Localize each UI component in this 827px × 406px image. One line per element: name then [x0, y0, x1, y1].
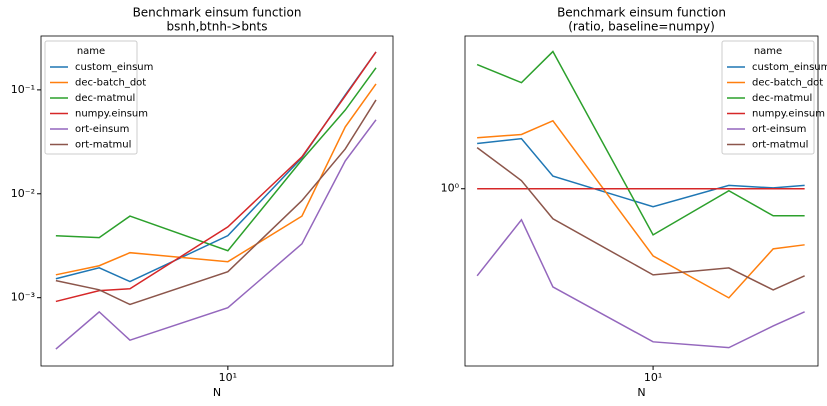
series-line	[477, 119, 805, 299]
legend-label: numpy.einsum	[75, 109, 148, 120]
legend-label: ort-matmul	[75, 140, 131, 151]
y-tick-label: 10⁻²	[11, 187, 35, 200]
x-axis-label: N	[213, 386, 221, 399]
chart-subtitle: (ratio, baseline=numpy)	[568, 20, 715, 34]
chart-title: Benchmark einsum function	[133, 6, 302, 20]
series-line	[476, 50, 805, 236]
series-line	[477, 137, 805, 208]
legend-label: numpy.einsum	[752, 109, 825, 120]
legend-title: name	[77, 46, 105, 57]
x-axis-label: N	[637, 386, 645, 399]
x-tick-label: 10¹	[219, 371, 237, 384]
series-line	[55, 67, 377, 252]
legend-box	[44, 40, 138, 155]
series-line	[55, 119, 377, 350]
legend-box	[721, 40, 815, 155]
legend-label: dec-batch_dot	[75, 78, 146, 89]
plot-frame	[464, 35, 819, 367]
legend-title: name	[754, 46, 782, 57]
y-tick-label: 10⁰	[441, 182, 460, 195]
legend-label: custom_einsum	[752, 62, 827, 73]
legend: name custom_einsum dec-batch_dot dec-matmul…	[721, 40, 827, 155]
series-line	[476, 218, 805, 349]
legend-label: dec-matmul	[752, 93, 812, 104]
series-line	[55, 83, 377, 276]
legend-label: custom_einsum	[75, 62, 153, 73]
chart-subtitle: bsnh,btnh->bnts	[167, 20, 268, 34]
x-tick-label: 10¹	[644, 371, 662, 384]
series-line	[476, 147, 805, 291]
legend-label: ort-einsum	[752, 124, 806, 135]
legend-label: ort-einsum	[75, 124, 129, 135]
legend-label: dec-batch_dot	[752, 78, 823, 89]
y-tick-label: 10⁻¹	[11, 83, 35, 96]
series-line	[55, 99, 377, 306]
legend: name custom_einsum dec-batch_dot dec-matmul…	[44, 40, 153, 155]
legend-label: dec-matmul	[75, 93, 135, 104]
plot-frame	[40, 35, 394, 367]
legend-label: ort-matmul	[752, 140, 808, 151]
y-tick-label: 10⁻³	[11, 291, 35, 304]
chart-title: Benchmark einsum function	[557, 6, 726, 20]
